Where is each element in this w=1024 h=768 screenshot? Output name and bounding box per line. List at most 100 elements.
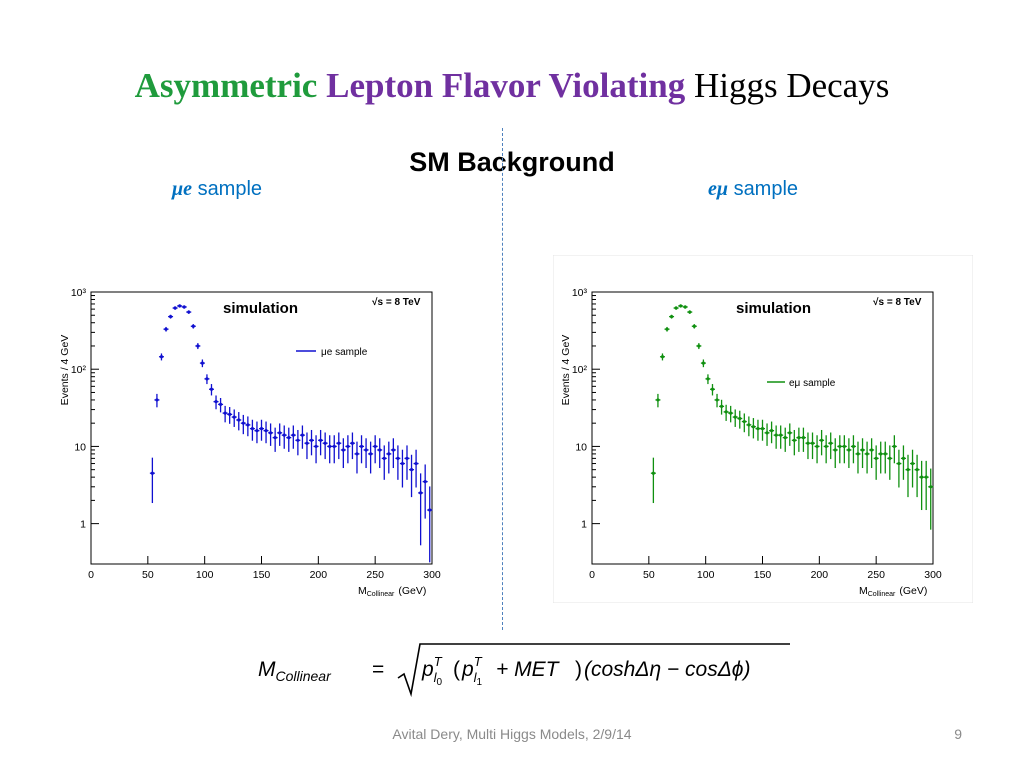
- data-point: [231, 409, 237, 427]
- data-point: [299, 425, 305, 449]
- point-marker: [232, 415, 236, 419]
- data-point: [928, 468, 934, 530]
- left-sample-symbol: μe: [172, 178, 192, 200]
- data-point: [869, 438, 875, 469]
- data-point: [213, 395, 219, 410]
- point-marker: [396, 456, 400, 460]
- point-marker: [218, 402, 223, 407]
- data-point: [769, 421, 775, 444]
- data-point: [304, 432, 310, 460]
- data-point: [741, 413, 747, 433]
- point-marker: [328, 444, 332, 449]
- point-marker: [264, 429, 268, 433]
- point-marker: [901, 456, 906, 460]
- formula-p1: pT l1: [461, 654, 483, 688]
- point-marker: [733, 415, 737, 419]
- data-point: [254, 421, 260, 444]
- data-point: [186, 310, 192, 314]
- x-tick-label: 100: [196, 569, 214, 581]
- x-tick-label: 200: [811, 569, 829, 581]
- point-marker: [810, 441, 815, 445]
- y-axis-label: Events / 4 GeV: [560, 335, 572, 406]
- data-point: [659, 353, 665, 361]
- data-point: [409, 454, 415, 498]
- formula-p0: pT l0: [421, 654, 443, 688]
- point-marker: [346, 444, 350, 449]
- data-point: [327, 435, 333, 464]
- data-point: [149, 457, 155, 504]
- data-point: [719, 399, 725, 415]
- data-point: [363, 438, 369, 469]
- point-marker: [929, 485, 933, 489]
- point-marker: [765, 431, 769, 435]
- point-marker: [196, 344, 200, 348]
- point-marker: [246, 423, 250, 427]
- point-marker: [779, 433, 783, 437]
- point-marker: [205, 377, 209, 381]
- p1-sup: T: [474, 654, 483, 669]
- data-point: [841, 435, 847, 464]
- title-word-higgs: Higgs Decays: [693, 66, 890, 105]
- plot-background: [54, 282, 450, 600]
- point-marker: [697, 344, 701, 348]
- point-marker: [920, 475, 924, 479]
- data-point: [791, 429, 797, 456]
- data-point: [714, 393, 720, 408]
- point-marker: [751, 425, 756, 429]
- y-tick-label: 10: [74, 441, 86, 453]
- data-point: [860, 438, 866, 469]
- data-point: [810, 432, 816, 460]
- point-marker: [665, 327, 669, 331]
- x-tick-label: 50: [643, 569, 655, 581]
- data-point: [814, 435, 820, 464]
- data-point: [823, 435, 829, 464]
- point-marker: [268, 431, 273, 435]
- data-point: [746, 416, 752, 437]
- point-marker: [792, 438, 796, 442]
- right-sample-label: eμ sample: [708, 178, 798, 201]
- simulation-label: simulation: [223, 300, 298, 317]
- point-marker: [888, 456, 892, 460]
- data-point: [691, 324, 697, 329]
- title-word-lfv: Lepton Flavor Violating: [326, 66, 686, 105]
- x-tick-label: 300: [423, 569, 441, 581]
- point-marker: [806, 441, 810, 445]
- p0-sup: T: [434, 654, 443, 669]
- point-marker: [688, 310, 692, 314]
- point-marker: [847, 448, 851, 452]
- point-marker: [223, 411, 227, 415]
- point-marker: [815, 444, 819, 449]
- point-marker: [669, 315, 674, 319]
- point-marker: [400, 461, 405, 466]
- data-point: [819, 429, 825, 456]
- x-axis-label-unit: (GeV): [899, 585, 927, 597]
- x-tick-label: 150: [754, 569, 772, 581]
- data-point: [390, 438, 396, 469]
- point-marker: [200, 361, 204, 365]
- data-point: [728, 405, 734, 423]
- footer-text: Avital Dery, Multi Higgs Models, 2/9/14: [392, 726, 632, 742]
- point-marker: [191, 324, 195, 328]
- point-marker: [910, 461, 915, 466]
- data-point: [655, 393, 661, 408]
- point-marker: [756, 427, 760, 431]
- point-marker: [364, 448, 368, 452]
- left-sample-text: sample: [197, 178, 263, 200]
- data-point: [905, 454, 911, 498]
- point-marker: [178, 304, 182, 308]
- point-marker: [710, 387, 715, 391]
- point-marker: [214, 400, 218, 404]
- point-marker: [879, 452, 883, 456]
- data-point: [864, 441, 870, 474]
- data-point: [900, 445, 906, 480]
- formula-equals: =: [372, 658, 384, 681]
- mue-histogram: 0 50 100 150 200 250 300 1 10 10² 10³ simulation √…: [54, 282, 450, 600]
- point-marker: [332, 444, 336, 449]
- point-marker: [378, 448, 382, 452]
- data-point: [181, 305, 187, 309]
- data-point: [218, 397, 224, 413]
- data-point: [723, 404, 729, 421]
- data-point: [168, 314, 174, 319]
- data-point: [923, 460, 929, 511]
- legend-text: μe sample: [321, 347, 368, 358]
